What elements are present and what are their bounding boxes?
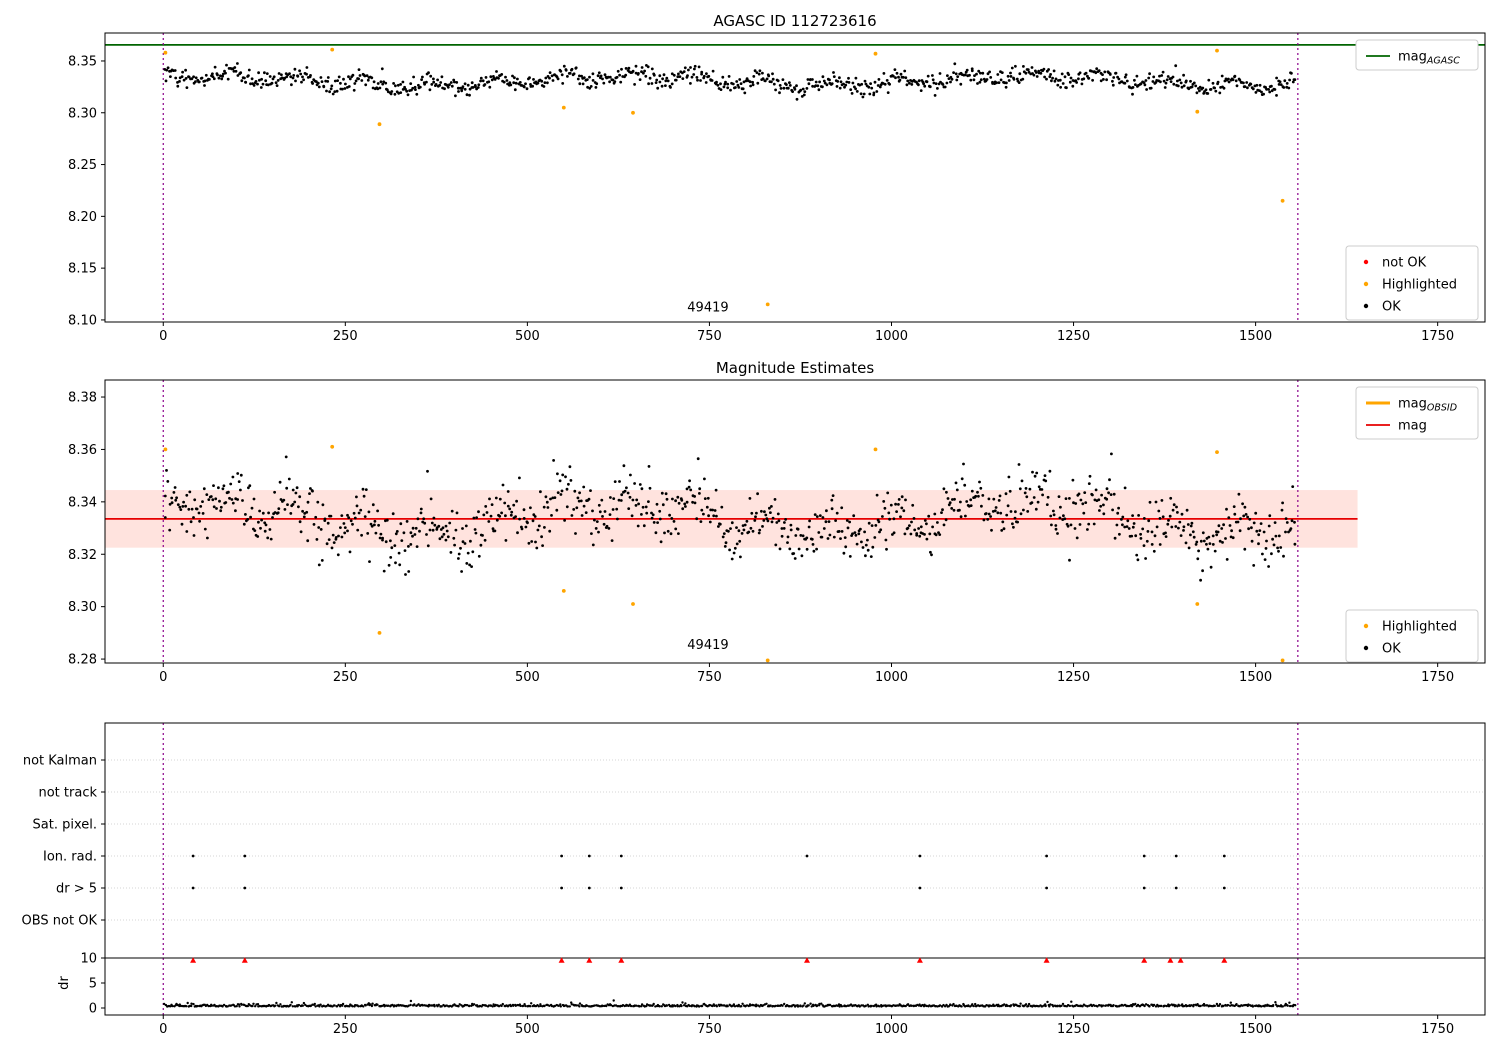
top-legend-line: magAGASC — [1355, 39, 1479, 71]
svg-text:not OK: not OK — [1382, 256, 1427, 271]
middle-legend-markers: Highlighted OK — [1345, 609, 1479, 663]
svg-text:8.36: 8.36 — [68, 443, 97, 458]
svg-text:OK: OK — [1382, 642, 1401, 657]
svg-text:1500: 1500 — [1239, 1022, 1272, 1037]
svg-text:1250: 1250 — [1057, 1022, 1090, 1037]
svg-text:10: 10 — [80, 952, 97, 967]
svg-text:Highlighted: Highlighted — [1382, 620, 1457, 635]
svg-text:1000: 1000 — [875, 329, 908, 344]
ok-points — [163, 62, 1297, 101]
flag-category-label: Sat. pixel. — [33, 818, 97, 833]
svg-text:1750: 1750 — [1421, 1022, 1454, 1037]
svg-text:OK: OK — [1382, 300, 1401, 315]
svg-text:500: 500 — [515, 329, 540, 344]
svg-text:1250: 1250 — [1057, 329, 1090, 344]
svg-text:750: 750 — [697, 329, 722, 344]
svg-text:750: 750 — [697, 670, 722, 685]
svg-text:500: 500 — [515, 1022, 540, 1037]
svg-text:0: 0 — [159, 670, 167, 685]
flag-category-label: not Kalman — [23, 754, 97, 769]
svg-text:1000: 1000 — [875, 670, 908, 685]
svg-text:0: 0 — [159, 329, 167, 344]
svg-text:5: 5 — [89, 977, 97, 992]
highlighted-points — [163, 47, 1285, 307]
middle-plot: 49419 0 250 500 750 1000 1250 1500 1750 8.28 8.30 8… — [68, 379, 1486, 685]
middle-legend-lines: magOBSID mag — [1355, 386, 1479, 440]
flag-category-label: Ion. rad. — [43, 850, 97, 865]
obsid-annotation: 49419 — [687, 638, 728, 653]
svg-text:Highlighted: Highlighted — [1382, 278, 1457, 293]
svg-text:8.25: 8.25 — [68, 158, 97, 173]
svg-text:mag: mag — [1398, 419, 1427, 434]
svg-text:8.10: 8.10 — [68, 313, 97, 328]
svg-text:8.30: 8.30 — [68, 600, 97, 615]
highlighted-points — [163, 444, 1285, 663]
svg-text:0: 0 — [89, 1002, 97, 1017]
top-legend-markers: not OK Highlighted OK — [1345, 245, 1479, 321]
svg-text:magAGASC: magAGASC — [1398, 50, 1460, 67]
svg-text:8.28: 8.28 — [68, 653, 97, 668]
svg-text:1500: 1500 — [1239, 670, 1272, 685]
svg-text:magOBSID: magOBSID — [1398, 397, 1457, 414]
svg-text:1250: 1250 — [1057, 670, 1090, 685]
svg-text:1500: 1500 — [1239, 329, 1272, 344]
svg-text:8.38: 8.38 — [68, 391, 97, 406]
dr-axis-label: dr — [57, 976, 72, 990]
svg-text:1750: 1750 — [1421, 329, 1454, 344]
dr-clipped-markers — [190, 957, 1228, 963]
svg-text:750: 750 — [697, 1022, 722, 1037]
obsid-annotation: 49419 — [687, 301, 728, 316]
svg-text:8.35: 8.35 — [68, 54, 97, 69]
svg-text:8.32: 8.32 — [68, 548, 97, 563]
svg-text:500: 500 — [515, 670, 540, 685]
flag-category-label: dr > 5 — [56, 882, 97, 897]
svg-text:1000: 1000 — [875, 1022, 908, 1037]
svg-text:8.34: 8.34 — [68, 495, 97, 510]
svg-text:8.15: 8.15 — [68, 262, 97, 277]
svg-text:250: 250 — [333, 1022, 358, 1037]
svg-text:0: 0 — [159, 1022, 167, 1037]
svg-text:8.30: 8.30 — [68, 106, 97, 121]
top-plot-title: AGASC ID 112723616 — [713, 12, 877, 30]
flag-category-label: not track — [38, 786, 97, 801]
ion-rad-flags — [191, 854, 1226, 858]
svg-text:250: 250 — [333, 670, 358, 685]
ok-points — [163, 452, 1297, 582]
flag-category-label: OBS not OK — [22, 914, 98, 929]
svg-text:8.20: 8.20 — [68, 210, 97, 225]
svg-text:1750: 1750 — [1421, 670, 1454, 685]
top-plot: 49419 0 250 500 750 1000 1250 1500 1750 8.10 8.15 8… — [68, 32, 1486, 344]
dr-trace — [162, 999, 1297, 1008]
dr-gt5-flags — [191, 886, 1226, 890]
flags-plot: not Kalman not track Sat. pixel. Ion. rad. d… — [22, 722, 1486, 1037]
svg-text:250: 250 — [333, 329, 358, 344]
middle-plot-title: Magnitude Estimates — [715, 359, 875, 377]
